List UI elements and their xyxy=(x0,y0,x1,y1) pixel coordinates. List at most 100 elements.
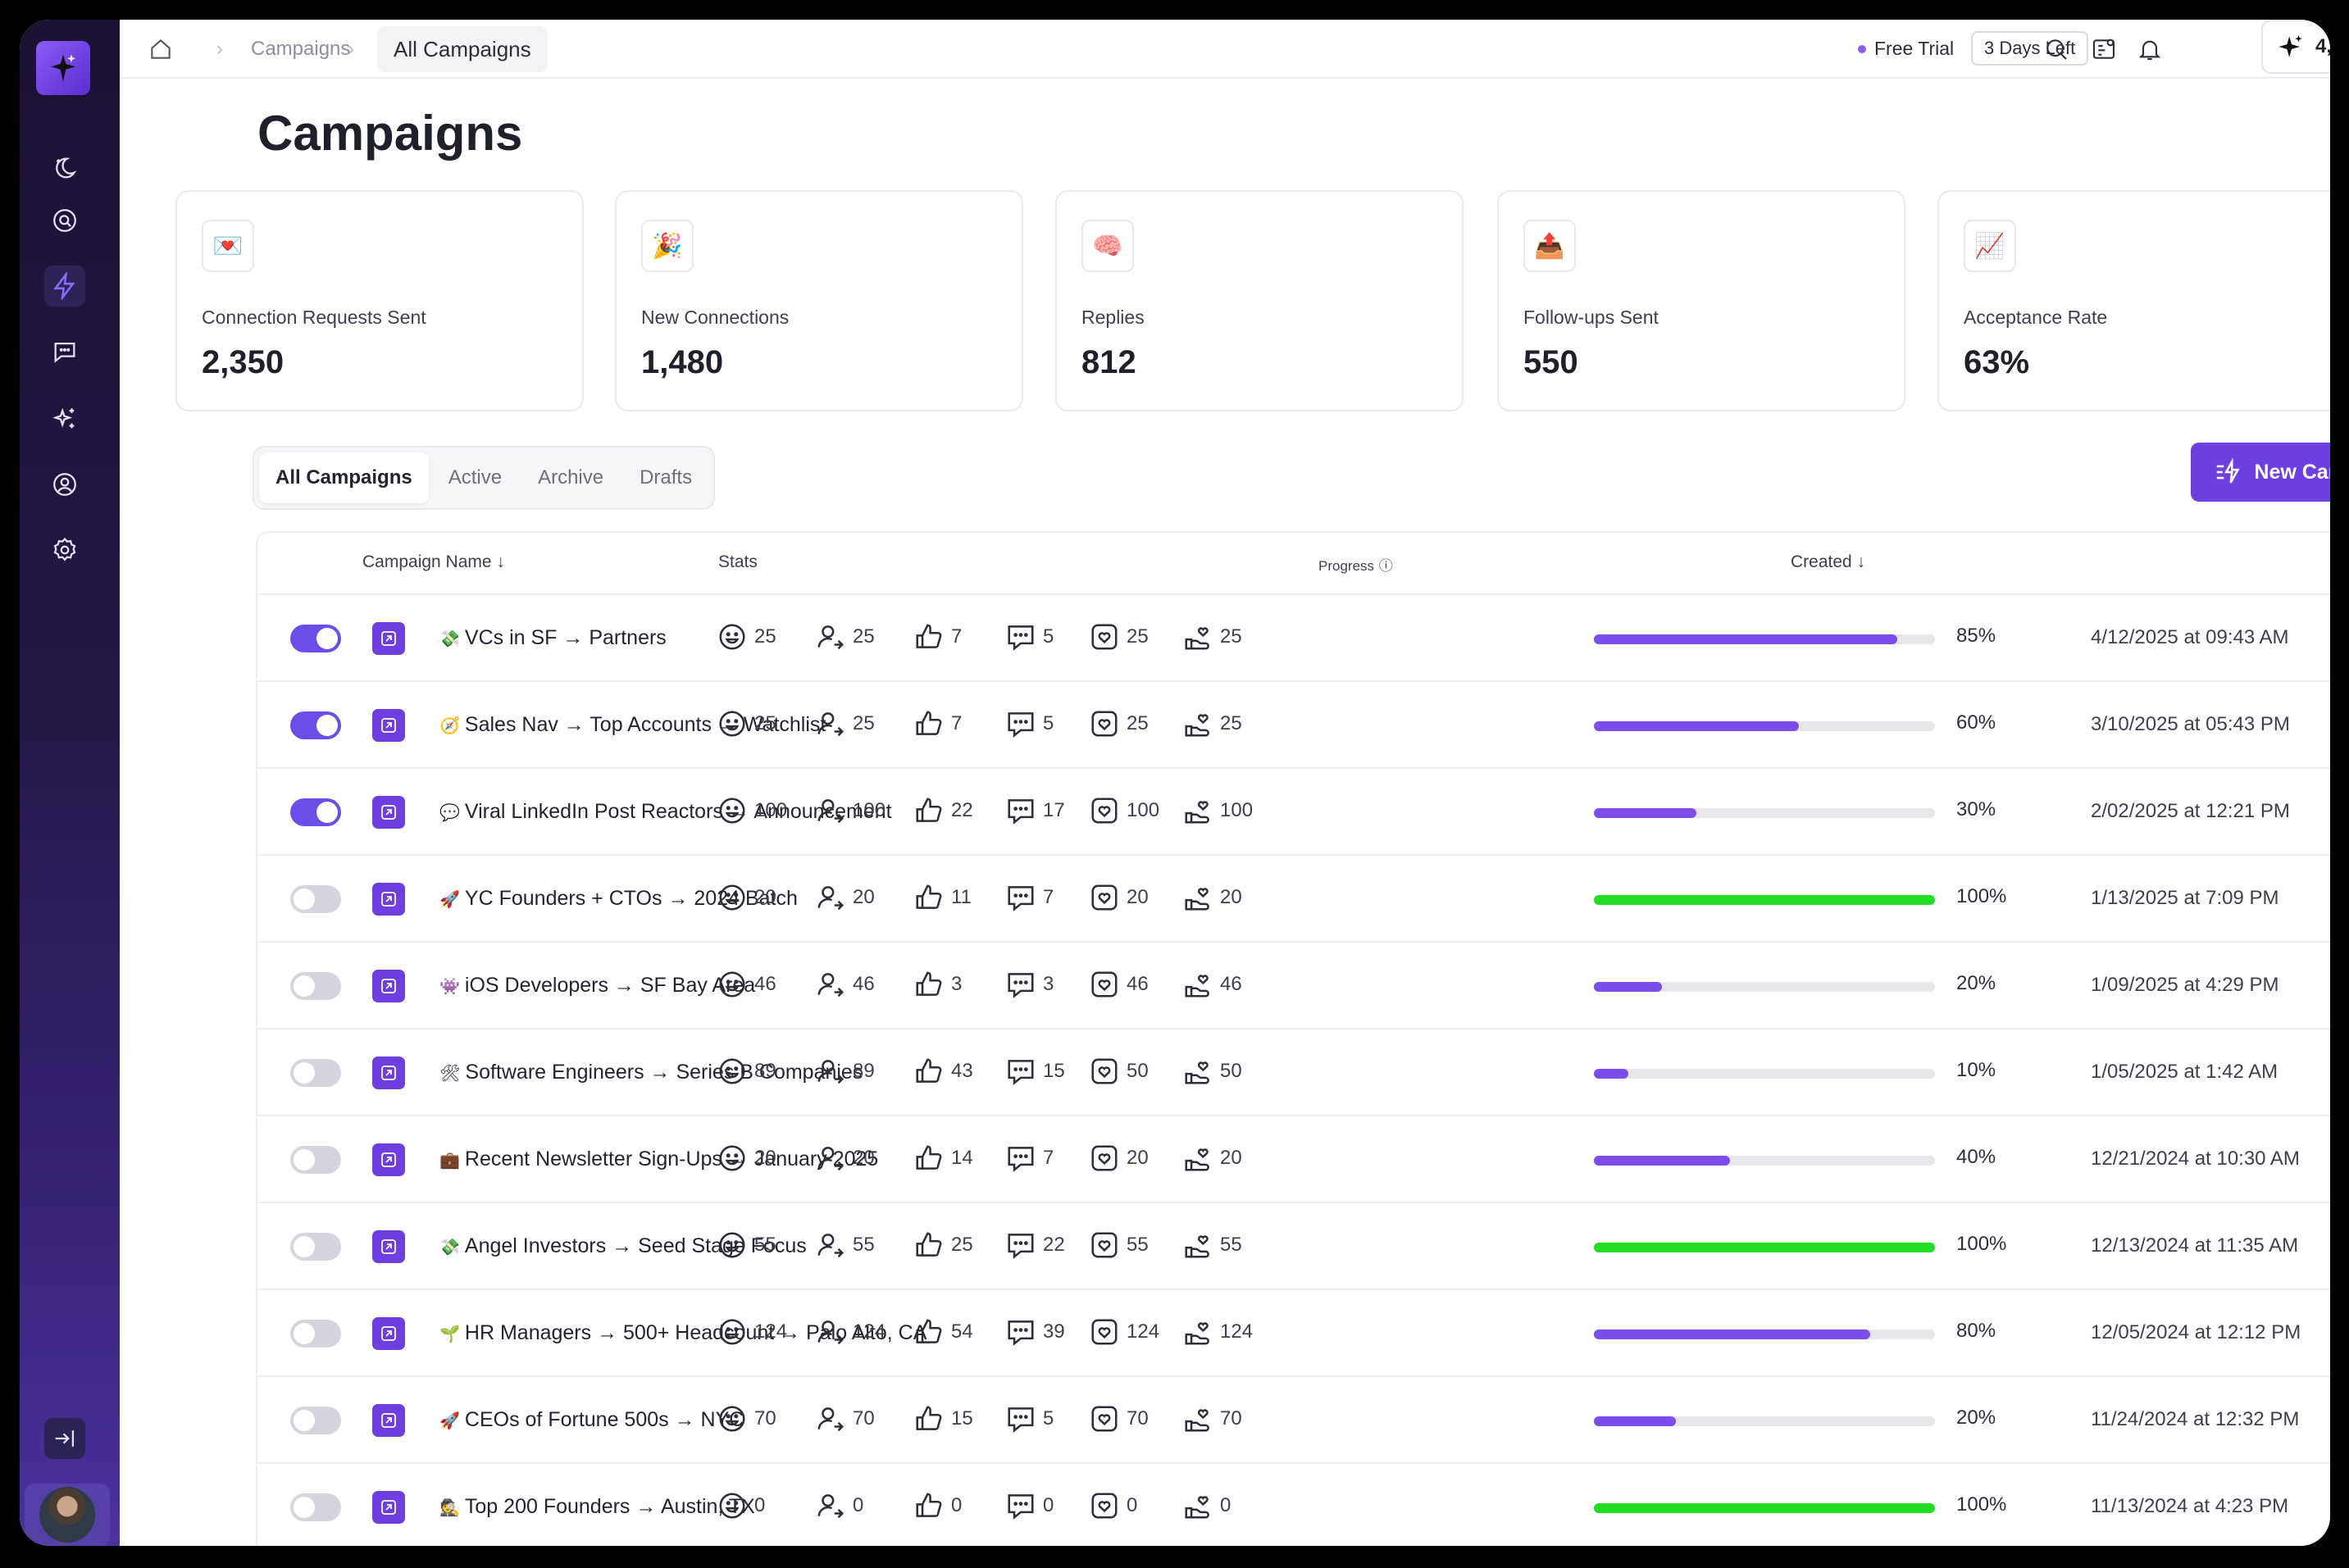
heart-box-icon xyxy=(1089,621,1120,652)
table-row[interactable]: 🧭 Sales Nav → Top Accounts → Watchlist 25 2… xyxy=(257,682,2330,769)
stat-card-emoji-icon: 💌 xyxy=(202,220,254,272)
open-campaign-icon[interactable] xyxy=(372,622,405,655)
campaign-name[interactable]: 👾 iOS Developers → SF Bay Area xyxy=(439,974,755,998)
app-logo[interactable] xyxy=(36,41,90,95)
toggle-knob xyxy=(294,889,315,910)
campaign-toggle[interactable] xyxy=(290,972,341,1000)
smile-icon xyxy=(717,621,748,652)
stat-value: 22 xyxy=(951,799,973,821)
tab-archive[interactable]: Archive xyxy=(538,466,604,489)
table-row[interactable]: 💼 Recent Newsletter Sign-Ups → January 20… xyxy=(257,1116,2330,1203)
stat-thumbs-up: 11 xyxy=(913,882,972,913)
open-campaign-icon[interactable] xyxy=(372,1230,405,1263)
hand-heart-icon xyxy=(1182,969,1213,1000)
nav-moon-icon[interactable] xyxy=(44,148,85,189)
open-campaign-icon[interactable] xyxy=(372,1143,405,1176)
stat-chat: 5 xyxy=(1005,1403,1054,1434)
campaign-name-text: Recent Newsletter Sign-Ups → January 202… xyxy=(464,1148,879,1170)
campaign-name[interactable]: 🕵 Top 200 Founders → Austin, TX xyxy=(439,1495,755,1519)
table-row[interactable]: 💸 Angel Investors → Seed Stage Focus 55 55 2… xyxy=(257,1203,2330,1290)
nav-profile-icon[interactable] xyxy=(44,464,85,505)
collapse-sidebar-icon[interactable] xyxy=(44,1418,85,1459)
nav-ai-sparkle-icon[interactable] xyxy=(44,398,85,439)
user-avatar-button[interactable] xyxy=(25,1484,110,1546)
chat-icon xyxy=(1005,795,1036,826)
column-header-name[interactable]: Campaign Name ↓ xyxy=(362,552,505,571)
heart-box-icon xyxy=(1089,969,1120,1000)
campaign-name[interactable]: 💼 Recent Newsletter Sign-Ups → January 20… xyxy=(439,1148,878,1171)
campaign-name[interactable]: 🧭 Sales Nav → Top Accounts → Watchlist xyxy=(439,713,826,737)
stat-chat: 22 xyxy=(1005,1229,1065,1261)
progress-bar xyxy=(1594,721,1935,731)
stat-heart-box: 55 xyxy=(1089,1229,1149,1261)
campaign-toggle[interactable] xyxy=(290,711,341,739)
tab-active[interactable]: Active xyxy=(448,466,503,489)
campaign-toggle[interactable] xyxy=(290,1493,341,1521)
help-circle-icon[interactable]: ⓘ xyxy=(1378,558,1393,574)
open-campaign-icon[interactable] xyxy=(372,709,405,742)
open-campaign-icon[interactable] xyxy=(372,1057,405,1089)
campaign-toggle[interactable] xyxy=(290,1407,341,1434)
stat-value: 20 xyxy=(754,886,776,908)
campaign-toggle[interactable] xyxy=(290,1059,341,1087)
smile-icon xyxy=(717,795,748,826)
stat-value: 20 xyxy=(1127,1147,1149,1169)
campaign-toggle[interactable] xyxy=(290,1146,341,1174)
table-row[interactable]: 🌱 HR Managers → 500+ Headcount → Palo Alt… xyxy=(257,1290,2330,1377)
tab-all-campaigns[interactable]: All Campaigns xyxy=(259,452,429,503)
breadcrumb-campaigns[interactable]: Campaigns xyxy=(251,38,351,60)
campaign-toggle[interactable] xyxy=(290,1320,341,1348)
progress-bar-fill xyxy=(1594,1416,1676,1426)
open-campaign-icon[interactable] xyxy=(372,1317,405,1350)
campaign-name[interactable]: 🚀 CEOs of Fortune 500s → NYC xyxy=(439,1408,744,1432)
table-row[interactable]: 🕵 Top 200 Founders → Austin, TX 0 0 0 0 0 0 100%… xyxy=(257,1464,2330,1546)
campaign-name[interactable]: 💸 VCs in SF → Partners xyxy=(439,626,667,650)
progress-percent: 85% xyxy=(1956,625,1996,647)
stat-thumbs-up: 54 xyxy=(913,1316,973,1348)
stat-value: 55 xyxy=(1220,1234,1242,1256)
campaign-toggle[interactable] xyxy=(290,798,341,826)
stat-chat: 17 xyxy=(1005,795,1065,826)
campaign-toggle[interactable] xyxy=(290,885,341,913)
open-campaign-icon[interactable] xyxy=(372,796,405,829)
stat-card: 📤 Follow-ups Sent 550 xyxy=(1497,190,1905,411)
open-campaign-icon[interactable] xyxy=(372,883,405,916)
campaign-toggle[interactable] xyxy=(290,1233,341,1261)
table-row[interactable]: 🛠 Software Engineers → Series B Companies… xyxy=(257,1029,2330,1116)
table-row[interactable]: 🚀 CEOs of Fortune 500s → NYC 70 70 15 5 70 70 20… xyxy=(257,1377,2330,1464)
campaign-name[interactable]: 🌱 HR Managers → 500+ Headcount → Palo Alt… xyxy=(439,1321,926,1345)
stat-value: 11 xyxy=(951,886,972,908)
column-header-created[interactable]: Created ↓ xyxy=(1791,552,1866,571)
campaign-name-text: HR Managers → 500+ Headcount → Palo Alto… xyxy=(464,1321,927,1344)
new-campaign-button[interactable]: New Campaign xyxy=(2191,443,2330,502)
campaign-emoji-icon: 🛠 xyxy=(439,1065,461,1083)
home-icon[interactable] xyxy=(144,33,177,66)
table-row[interactable]: 🚀 YC Founders + CTOs → 2024 Batch 20 20 11 7 2… xyxy=(257,856,2330,943)
search-icon[interactable] xyxy=(2040,33,2073,66)
table-row[interactable]: 💬 Viral LinkedIn Post Reactors → Announce… xyxy=(257,769,2330,856)
table-row[interactable]: 👾 iOS Developers → SF Bay Area 46 46 3 3 46 46 2… xyxy=(257,943,2330,1029)
campaign-name[interactable]: 💬 Viral LinkedIn Post Reactors → Announce… xyxy=(439,800,892,824)
nav-settings-icon[interactable] xyxy=(44,529,85,570)
progress-bar xyxy=(1594,1416,1935,1426)
nav-messages-icon[interactable] xyxy=(44,331,85,372)
hand-heart-icon xyxy=(1182,795,1213,826)
nav-search-icon[interactable] xyxy=(44,200,85,241)
nav-campaigns-icon[interactable] xyxy=(44,266,85,307)
open-campaign-icon[interactable] xyxy=(372,970,405,1002)
credits-button[interactable]: 4,322 Credits xyxy=(2261,20,2330,74)
campaign-toggle[interactable] xyxy=(290,625,341,652)
column-header-progress: Progress ⓘ xyxy=(1318,558,1393,574)
tasks-icon[interactable] xyxy=(2087,33,2120,66)
tab-drafts[interactable]: Drafts xyxy=(640,466,693,489)
bell-icon[interactable] xyxy=(2133,33,2166,66)
stat-hand-heart: 20 xyxy=(1182,1143,1242,1174)
open-campaign-icon[interactable] xyxy=(372,1404,405,1437)
stat-value: 55 xyxy=(754,1234,776,1256)
stat-value: 39 xyxy=(1043,1320,1065,1343)
stat-user-arrow: 0 xyxy=(815,1490,863,1521)
campaign-name[interactable]: 💸 Angel Investors → Seed Stage Focus xyxy=(439,1234,807,1258)
table-row[interactable]: 💸 VCs in SF → Partners 25 25 7 5 25 25 85% 4/12/2… xyxy=(257,595,2330,682)
campaign-name[interactable]: 🛠 Software Engineers → Series B Companies xyxy=(439,1061,863,1084)
open-campaign-icon[interactable] xyxy=(372,1491,405,1524)
